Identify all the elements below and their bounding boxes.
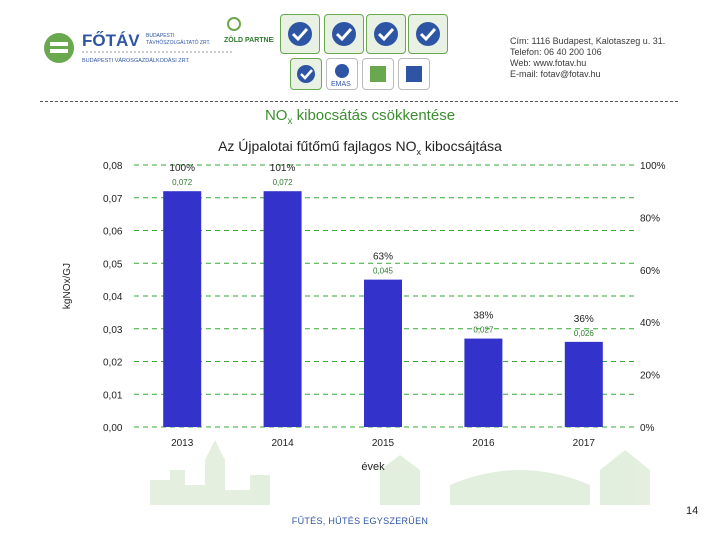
bar-percent-label: 100% bbox=[169, 163, 195, 174]
skyline-watermark bbox=[150, 440, 650, 505]
contact-phone: Telefon: 06 40 200 106 bbox=[510, 47, 602, 57]
fotav-logo: FŐTÁV BUDAPESTI TÁVHŐSZOLGÁLTATÓ ZRT. BU… bbox=[42, 28, 232, 72]
page-number: 14 bbox=[686, 505, 699, 517]
page-title: NOx kibocsátás csökkentése bbox=[264, 107, 456, 127]
x-tick-label: 2013 bbox=[171, 438, 194, 449]
footer-slogan: FŰTÉS, HŰTÉS EGYSZERŰEN bbox=[291, 516, 429, 526]
contact-email[interactable]: E-mail: fotav@fotav.hu bbox=[510, 69, 601, 79]
y-axis-label: kgNOx/GJ bbox=[62, 263, 73, 309]
y-tick-label: 0,03 bbox=[103, 325, 123, 336]
contact-web[interactable]: Web: www.fotav.hu bbox=[510, 58, 587, 68]
logo-name: FŐTÁV bbox=[82, 31, 140, 50]
bar bbox=[464, 338, 503, 427]
bar bbox=[364, 279, 402, 427]
contact-block: Cím: 1116 Budapest, Kalotaszeg u. 31. Te… bbox=[510, 36, 665, 80]
y2-tick-label: 80% bbox=[640, 213, 660, 224]
bar-percent-label: 38% bbox=[473, 311, 493, 322]
header-divider bbox=[40, 101, 678, 102]
certificate-badge-5 bbox=[290, 58, 322, 90]
bar-value-label: 0,045 bbox=[373, 267, 394, 276]
chart-title: Az Újpalotai fűtőmű fajlagos NOx kibocsá… bbox=[218, 138, 502, 157]
bar-value-label: 0,072 bbox=[273, 178, 294, 187]
x-tick-label: 2016 bbox=[472, 438, 495, 449]
emas-badge: EMAS bbox=[326, 58, 358, 90]
y-tick-label: 0,06 bbox=[103, 227, 123, 238]
bar bbox=[564, 341, 603, 427]
y2-tick-label: 20% bbox=[640, 371, 660, 382]
logo-sub1: BUDAPESTI bbox=[146, 33, 174, 39]
bar-percent-label: 101% bbox=[270, 163, 296, 174]
y2-tick-label: 0% bbox=[640, 423, 655, 434]
logo-sub2: TÁVHŐSZOLGÁLTATÓ ZRT. bbox=[146, 39, 210, 46]
y-tick-label: 0,07 bbox=[103, 194, 123, 205]
certificate-badge-1 bbox=[280, 14, 320, 54]
zold-partner-logo: ZÖLD PARTNER bbox=[222, 14, 278, 48]
x-tick-label: 2015 bbox=[372, 438, 395, 449]
certificate-badge-3 bbox=[366, 14, 406, 54]
bar bbox=[263, 191, 302, 427]
bar-value-label: 0,026 bbox=[574, 329, 595, 338]
bar-value-label: 0,027 bbox=[473, 326, 494, 335]
svg-text:EMAS: EMAS bbox=[331, 81, 351, 88]
x-axis-label: évek bbox=[361, 461, 385, 473]
y-tick-label: 0,00 bbox=[103, 423, 123, 434]
contact-address: Cím: 1116 Budapest, Kalotaszeg u. 31. bbox=[510, 36, 666, 46]
bar-percent-label: 36% bbox=[574, 314, 594, 325]
bar-value-label: 0,072 bbox=[172, 178, 193, 187]
svg-text:ZÖLD PARTNER: ZÖLD PARTNER bbox=[224, 35, 274, 44]
certificate-badge-7 bbox=[398, 58, 430, 90]
x-tick-label: 2014 bbox=[271, 438, 294, 449]
logo-sub3: BUDAPESTI VÁROSGAZDÁLKODÁSI ZRT. bbox=[82, 57, 190, 64]
x-tick-label: 2017 bbox=[573, 438, 596, 449]
bar bbox=[163, 191, 202, 427]
y-tick-label: 0,04 bbox=[103, 292, 123, 303]
certificate-badge-2 bbox=[324, 14, 364, 54]
y-tick-label: 0,01 bbox=[103, 390, 123, 401]
y2-tick-label: 60% bbox=[640, 266, 660, 277]
y-tick-label: 0,05 bbox=[103, 259, 123, 270]
certificate-badge-6 bbox=[362, 58, 394, 90]
certificate-badge-4 bbox=[408, 14, 448, 54]
y2-tick-label: 40% bbox=[640, 318, 660, 329]
y-tick-label: 0,02 bbox=[103, 358, 123, 369]
y2-tick-label: 100% bbox=[640, 161, 666, 172]
bar-percent-label: 63% bbox=[373, 252, 393, 263]
y-tick-label: 0,08 bbox=[103, 161, 123, 172]
